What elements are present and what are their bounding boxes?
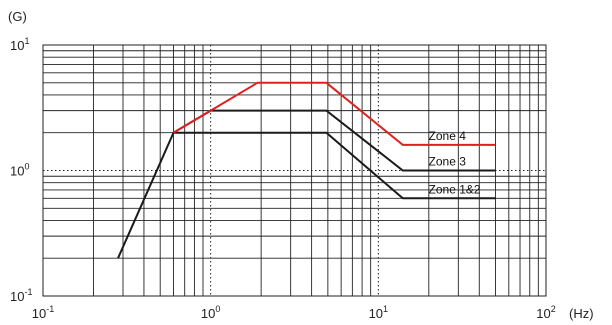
y-tick-label: 10-1 [10,287,32,304]
x-tick-label: 100 [201,304,220,321]
x-tick-label: 101 [369,304,388,321]
x-tick-label: 10-1 [32,304,54,321]
x-tick-label: 102 [536,304,555,321]
y-tick-label: 100 [10,162,29,179]
y-tick-labels: 10-1 100 101 [10,36,32,304]
y-axis-unit: (G) [8,9,27,24]
series-label-zone-4: Zone 4 [429,129,467,143]
y-tick-label: 101 [10,36,29,53]
grid-layer [43,45,546,296]
series-line-zone-4 [172,81,496,146]
x-tick-labels: 10-1 100 101 102 [32,304,556,321]
series-line-zone-1-2 [117,131,496,259]
x-axis-unit: (Hz) [569,306,594,321]
series-label-zone-1-2: Zone 1&2 [429,182,481,196]
plot-frame [42,44,547,297]
series-label-zone-3: Zone 3 [429,155,467,169]
series-layer: Zone 4 Zone 3 Zone 1&2 [117,81,496,259]
